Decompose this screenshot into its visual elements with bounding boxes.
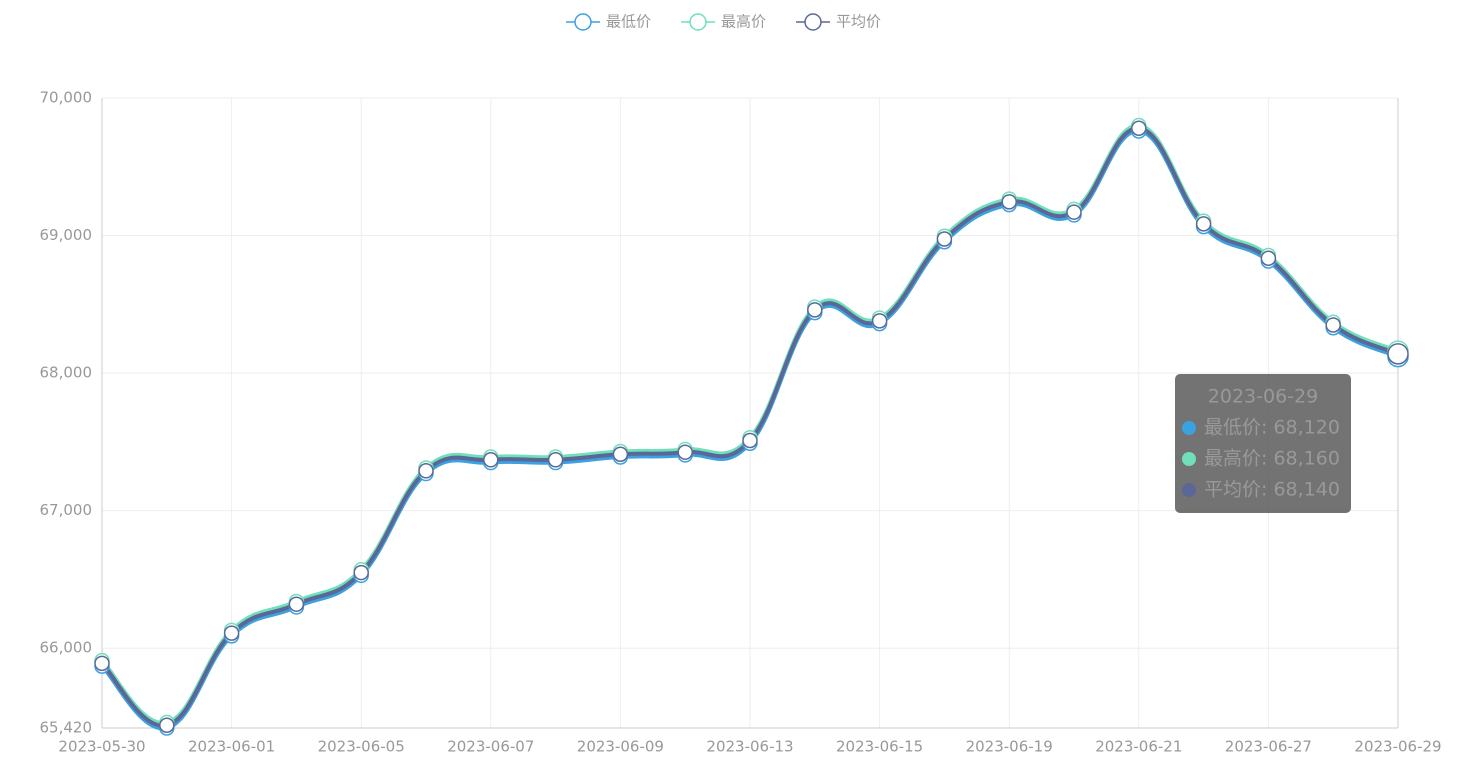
legend-marker — [689, 13, 707, 31]
legend-label: 最低价 — [606, 13, 651, 31]
point — [936, 231, 953, 247]
y-tick-label: 69,000 — [40, 226, 93, 244]
tooltip-dot — [1182, 421, 1196, 435]
point — [1066, 204, 1082, 220]
point — [1387, 343, 1409, 365]
y-tick-label: 66,000 — [40, 639, 93, 657]
tooltip-title: 2023-06-29 — [1208, 386, 1318, 408]
legend-label: 平均价 — [836, 13, 881, 31]
x-tick-label: 2023-06-07 — [447, 738, 534, 756]
y-tick-label: 65,420 — [40, 719, 93, 737]
point — [418, 463, 434, 479]
tooltip-line: 平均价: 68,140 — [1204, 479, 1340, 501]
x-tick-label: 2023-06-27 — [1225, 738, 1312, 756]
x-tick-label: 2023-06-05 — [318, 738, 405, 756]
legend-marker — [574, 13, 592, 31]
point — [1195, 216, 1212, 232]
point — [677, 444, 693, 460]
point — [547, 452, 564, 468]
x-tick-label: 2023-06-01 — [188, 738, 275, 756]
tooltip-line: 最低价: 68,120 — [1204, 417, 1340, 439]
legend-item: 最高价 — [681, 13, 766, 31]
x-tick-label: 2023-06-19 — [966, 738, 1053, 756]
tooltip-dot — [1182, 452, 1196, 466]
point — [159, 717, 175, 733]
legend-item: 平均价 — [796, 13, 881, 31]
y-tick-label: 68,000 — [40, 364, 93, 382]
point — [223, 625, 240, 641]
point — [871, 313, 888, 329]
legend-label: 最高价 — [721, 13, 766, 31]
x-tick-label: 2023-06-09 — [577, 738, 664, 756]
y-tick-label: 70,000 — [40, 89, 93, 107]
point — [483, 452, 499, 468]
point — [353, 564, 369, 581]
tooltip: 2023-06-29 最低价: 68,120 最高价: 68,160 平均价: 68,… — [1175, 374, 1351, 513]
point — [1001, 194, 1017, 210]
x-tick-label: 2023-06-29 — [1354, 738, 1441, 756]
point — [742, 432, 758, 449]
point — [1131, 120, 1147, 137]
y-tick-label: 67,000 — [40, 501, 93, 519]
point — [1260, 250, 1277, 267]
tooltip-line: 最高价: 68,160 — [1204, 448, 1340, 470]
x-tick-label: 2023-05-30 — [58, 738, 145, 756]
legend-item: 最低价 — [566, 13, 651, 31]
legend-marker — [804, 13, 822, 31]
tooltip-dot — [1182, 483, 1196, 497]
point — [94, 655, 110, 672]
x-tick-label: 2023-06-15 — [836, 738, 923, 756]
point — [807, 302, 823, 318]
x-tick-label: 2023-06-21 — [1095, 738, 1182, 756]
series-line — [100, 126, 1399, 728]
x-tick-label: 2023-06-13 — [706, 738, 793, 756]
point — [288, 596, 305, 612]
tooltip-box — [1175, 374, 1351, 513]
point — [612, 446, 629, 463]
point — [1325, 317, 1341, 333]
